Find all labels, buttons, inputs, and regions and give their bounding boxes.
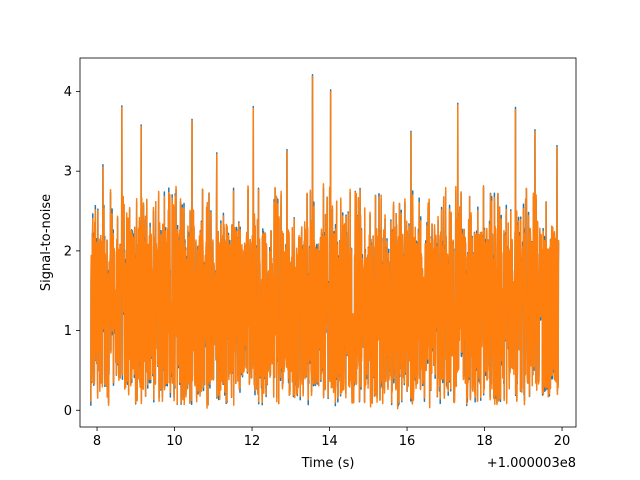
axes-frame (79, 57, 577, 428)
series-line-2 (90, 75, 560, 410)
y-tick-label: 3 (64, 165, 72, 180)
x-tick-label: 14 (321, 434, 338, 449)
y-tick-label: 0 (64, 404, 72, 419)
y-tick-label: 1 (64, 324, 72, 339)
x-tick-label: 12 (244, 434, 261, 449)
x-tick-label: 18 (476, 434, 493, 449)
y-tick-label: 2 (64, 244, 72, 259)
x-tick-label: 20 (554, 434, 571, 449)
x-tick-label: 8 (93, 434, 101, 449)
x-tick-label: 16 (399, 434, 416, 449)
plot-area (80, 58, 576, 427)
x-axis-offset-label: +1.000003e8 (487, 456, 576, 471)
y-axis-label: Signal-to-noise (39, 194, 54, 291)
x-axis: 8 10 12 14 16 18 20 (93, 427, 570, 449)
series-layer (90, 73, 560, 410)
x-axis-label: Time (s) (301, 456, 355, 471)
x-tick-label: 10 (166, 434, 183, 449)
y-axis: 0 1 2 3 4 (64, 85, 80, 419)
y-tick-label: 4 (64, 85, 72, 100)
